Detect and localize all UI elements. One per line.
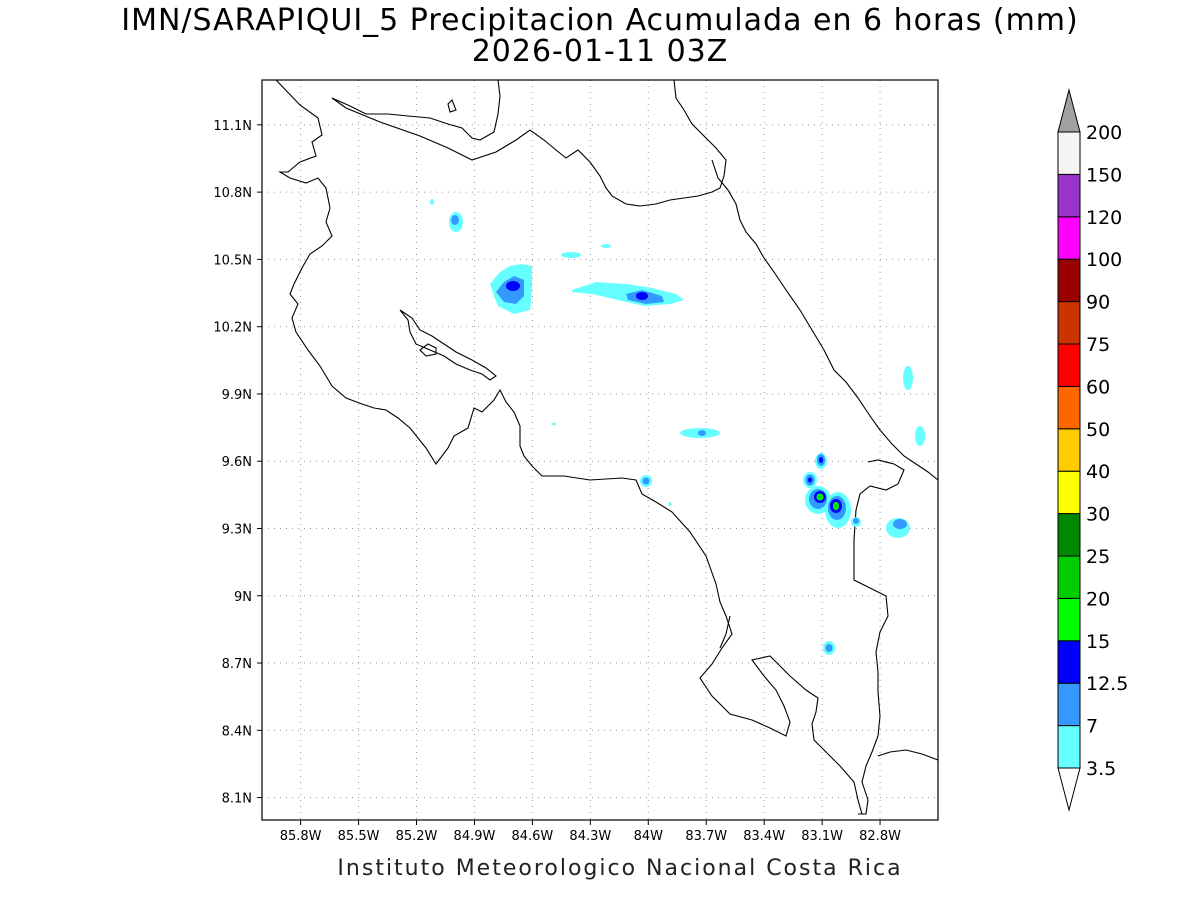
lat-tick-label: 11.1N <box>213 119 252 134</box>
colorbar-over-arrow <box>1057 88 1081 133</box>
colorbar-level-label: 30 <box>1086 504 1110 526</box>
colorbar-swatch <box>1057 385 1081 430</box>
colorbar-swatch <box>1057 725 1081 769</box>
map-datetime: 2026-01-11 03Z <box>471 34 729 69</box>
osa-coast <box>719 615 731 649</box>
lon-tick-label: 85.5W <box>338 829 380 844</box>
colorbar-swatch <box>1057 216 1081 260</box>
colorbar-under-arrow <box>1057 767 1081 812</box>
lat-tick-label: 9.9N <box>222 388 252 403</box>
colorbar-level-label: 40 <box>1086 461 1110 483</box>
northern-coast <box>331 79 501 141</box>
lon-tick-label: 84.6W <box>511 829 553 844</box>
lat-tick-label: 10.8N <box>213 186 252 201</box>
panama-coast <box>877 749 939 761</box>
caribbean-coast <box>711 159 939 481</box>
precipitation-contours <box>430 199 925 655</box>
colorbar-legend: 3.5 7 12.5 15 20 25 30 40 50 60 75 90 100 120 150 200 <box>1057 88 1128 812</box>
lat-tick-label: 9.6N <box>222 455 252 470</box>
colorbar-level-label: 7 <box>1086 716 1098 738</box>
colorbar-swatch <box>1057 640 1081 684</box>
colorbar-swatch <box>1057 470 1081 515</box>
lon-tick-label: 84.9W <box>454 829 496 844</box>
colorbar-swatch <box>1057 131 1081 175</box>
lon-tick-label: 82.8W <box>859 829 901 844</box>
coastline <box>275 79 939 815</box>
lat-tick-label: 8.7N <box>222 657 252 672</box>
lon-tick-label: 84.3W <box>569 829 611 844</box>
map-title: IMN/SARAPIQUI_5 Precipitacion Acumulada … <box>121 3 1079 38</box>
nicaragua-border-coast <box>275 79 863 815</box>
colorbar-level-label: 25 <box>1086 546 1110 568</box>
chira-island <box>419 343 437 357</box>
lon-tick-label: 85.2W <box>396 829 438 844</box>
colorbar-level-label: 200 <box>1086 122 1122 144</box>
colorbar-level-label: 90 <box>1086 292 1110 314</box>
precip-band-12-5 <box>506 281 842 513</box>
precip-band-20 <box>818 495 838 508</box>
colorbar-swatch <box>1057 173 1081 218</box>
colorbar-swatch <box>1057 428 1081 472</box>
lat-tick-label: 10.2N <box>213 321 252 336</box>
colorbar-swatch <box>1057 343 1081 387</box>
lat-tick-label: 9N <box>234 590 252 605</box>
colorbar-level-label: 50 <box>1086 419 1110 441</box>
axis-labels: 85.8W 85.5W 85.2W 84.9W 84.6W 84.3W 84W 83.7W 83… <box>213 119 901 844</box>
lat-tick-label: 8.4N <box>222 724 252 739</box>
colorbar-level-label: 12.5 <box>1086 673 1128 695</box>
colorbar-level-label: 75 <box>1086 334 1110 356</box>
lat-tick-label: 10.5N <box>213 253 252 268</box>
institution-footer: Instituto Meteorologico Nacional Costa R… <box>337 856 903 881</box>
precip-band-3-5 <box>430 199 925 655</box>
lat-tick-label: 9.3N <box>222 522 252 537</box>
lat-tick-label: 8.1N <box>222 792 252 807</box>
colorbar-level-label: 100 <box>1086 249 1122 271</box>
colorbar-level-label: 15 <box>1086 631 1110 653</box>
colorbar-swatch <box>1057 301 1081 345</box>
colorbar-level-label: 60 <box>1086 376 1110 398</box>
lon-tick-label: 83.1W <box>801 829 843 844</box>
san-juan-river-border <box>331 79 727 207</box>
colorbar-swatch <box>1057 682 1081 727</box>
nicoya-gulf <box>399 309 497 381</box>
colorbar-level-label: 20 <box>1086 588 1110 610</box>
nicaragua-lake-islet <box>447 99 457 113</box>
colorbar-swatch <box>1057 513 1081 557</box>
colorbar-swatch <box>1057 258 1081 303</box>
lon-tick-label: 83.7W <box>685 829 727 844</box>
colorbar-level-label: 120 <box>1086 207 1122 229</box>
lon-tick-label: 84W <box>634 829 664 844</box>
map-frame <box>261 79 939 821</box>
colorbar-level-label: 150 <box>1086 164 1122 186</box>
colorbar-swatch <box>1057 597 1081 642</box>
precip-band-7 <box>451 215 907 652</box>
colorbar-level-label: 3.5 <box>1086 758 1116 780</box>
map-grid <box>262 80 938 820</box>
lon-tick-label: 83.4W <box>743 829 785 844</box>
lon-tick-label: 85.8W <box>280 829 322 844</box>
colorbar-swatch <box>1057 555 1081 599</box>
panama-border <box>853 459 905 815</box>
